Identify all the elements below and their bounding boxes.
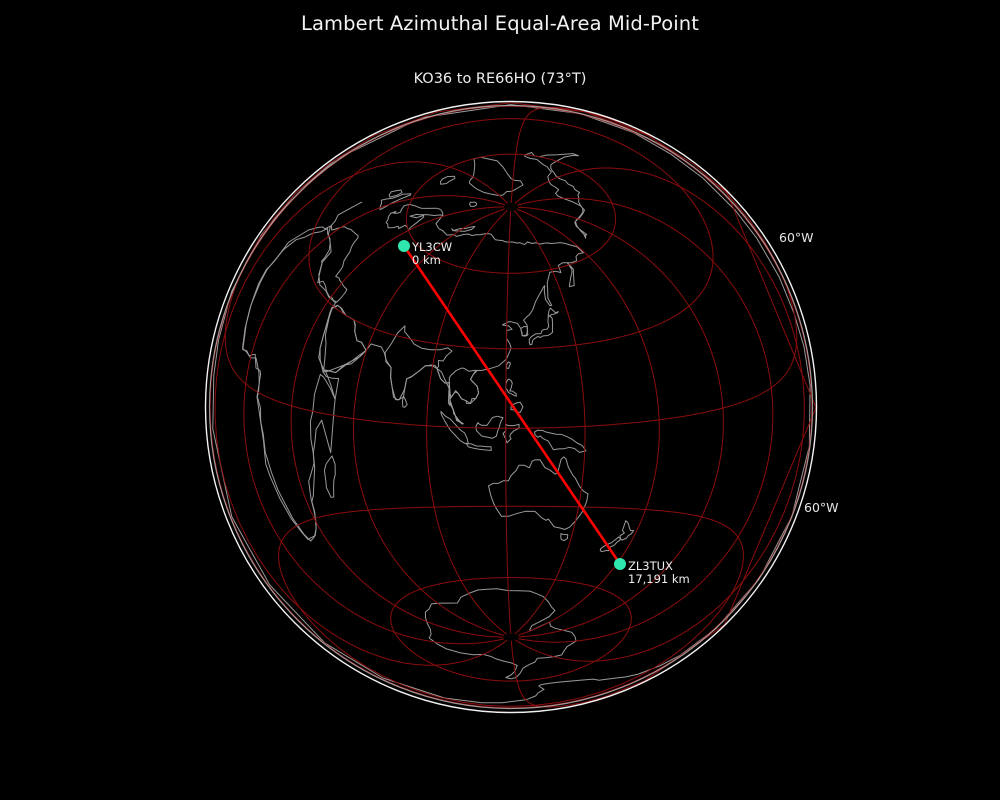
coastline-newguinea [534, 429, 587, 453]
edge-label-text: 60°W [804, 500, 839, 515]
coastline-australia [488, 456, 589, 530]
edge-label-60w-lower: 60°W [804, 500, 839, 515]
coastline-indochina [448, 367, 480, 404]
graticule-meridian--90 [514, 167, 805, 662]
graticule-meridian-60 [353, 208, 505, 636]
edge-label-text: 60°W [779, 230, 814, 245]
coastline-madagascar [323, 455, 336, 498]
station-distance: 0 km [412, 253, 441, 267]
page-title: Lambert Azimuthal Equal-Area Mid-Point [301, 12, 699, 35]
edge-label-60w-upper: 60°W [779, 230, 814, 245]
coastline-svalbard [469, 201, 478, 207]
coastline-novaya [451, 226, 476, 232]
station-marker-yl3cw[interactable] [398, 240, 410, 252]
coastline-srilanka [401, 395, 408, 408]
coastline-iceland [439, 175, 456, 185]
map-subtitle: KO36 to RE66HO (73°T) [413, 71, 587, 87]
coastline-seasia [436, 368, 464, 425]
coastline-nz_south [599, 536, 621, 553]
graticule-meridian-30 [290, 206, 504, 638]
coastline-tasmania [560, 533, 569, 542]
graticule-meridian--120 [517, 197, 774, 643]
station-marker-zl3tux[interactable] [614, 558, 626, 570]
graticule-meridian--150 [517, 206, 724, 638]
station-label-yl3cw: YL3CW 0 km [412, 241, 452, 267]
coastline-korea [520, 326, 529, 337]
graticule-meridian--60 [510, 106, 816, 708]
globe-limb [204, 100, 818, 714]
station-callsign: ZL3TUX [628, 559, 673, 573]
graticule-meridian-150 [513, 210, 586, 635]
coastline-taiwan [505, 361, 511, 369]
coastline-antarctica [424, 588, 577, 680]
graticule-meridian--30 [214, 161, 508, 666]
coastline-sulawesi [502, 423, 520, 444]
great-circle-path [402, 245, 622, 565]
graticule-meridian-90 [426, 210, 508, 635]
coastline-japan [528, 307, 559, 346]
graticule-meridian-120 [505, 210, 512, 634]
path-line [402, 245, 622, 565]
graticule-meridian--180 [516, 208, 660, 636]
station-callsign: YL3CW [412, 240, 453, 254]
coastline-ireland [388, 189, 403, 198]
station-label-zl3tux: ZL3TUX 17,191 km [628, 560, 690, 586]
coastline-britain [379, 193, 412, 211]
coastline-africa_detail [242, 228, 340, 540]
station-markers [398, 240, 626, 570]
station-distance: 17,191 km [628, 572, 690, 586]
coastline-nz_north [619, 520, 635, 541]
graticule-meridian-0 [243, 195, 506, 645]
coastline-java [465, 443, 492, 451]
coastline-northamerica [524, 152, 588, 239]
coastline-southamerica [212, 104, 811, 704]
